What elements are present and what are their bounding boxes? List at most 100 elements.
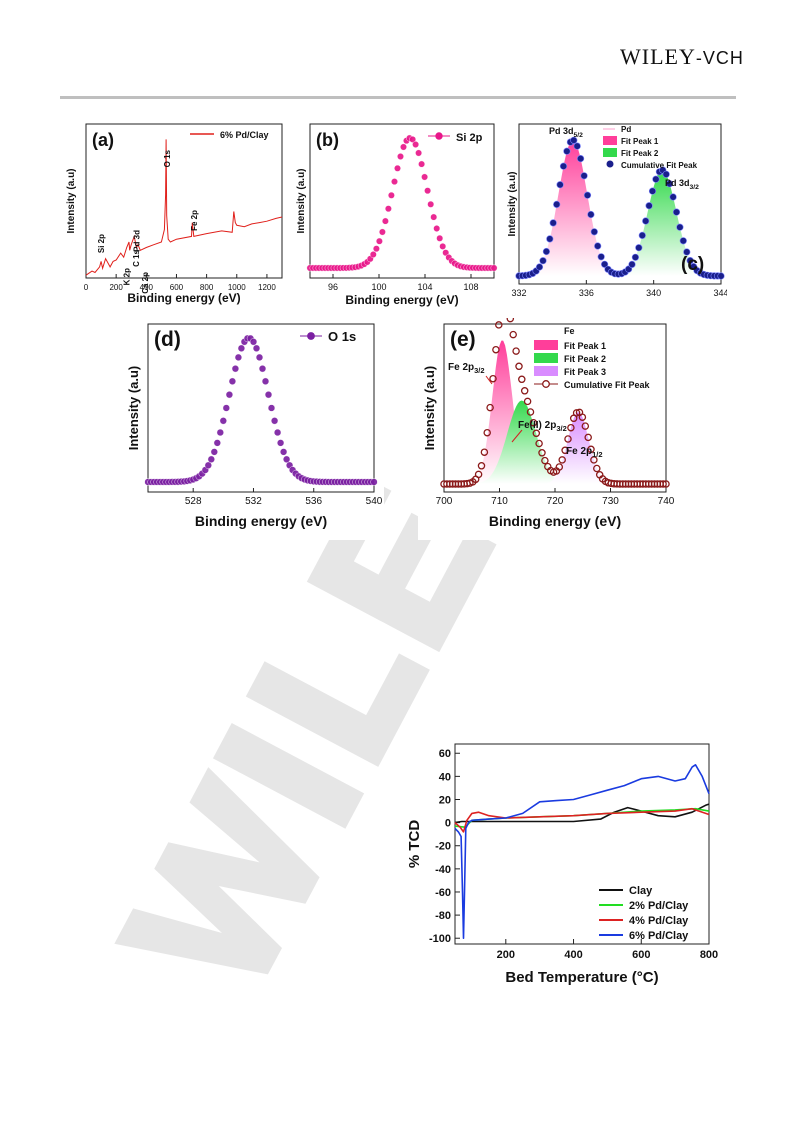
fit-peak-area-1 [444, 340, 666, 484]
fit-peak-area-1 [519, 140, 721, 276]
cumulative-point [669, 193, 677, 201]
data-point [225, 391, 234, 399]
cumulative-point [683, 248, 691, 256]
data-point [255, 353, 264, 362]
cumulative-point [509, 330, 517, 339]
data-point [213, 439, 221, 447]
x-tick-label: 1200 [258, 283, 276, 292]
series-line [454, 803, 710, 824]
cumulative-point [495, 321, 503, 329]
x-tick-label: 400 [564, 949, 582, 961]
x-axis-label: Binding energy (eV) [195, 513, 327, 529]
legend-swatch-dot [307, 332, 315, 340]
chart-a: 0 200 400 600 800 1000 1200 Binding energy (eV)… [66, 123, 283, 305]
data-point [442, 249, 450, 257]
data-point [228, 377, 237, 385]
legend-label: 2% Pd/Clay [629, 900, 689, 912]
brand-logo: WILEY-VCH [620, 44, 744, 70]
legend-swatch-cumulative [542, 380, 550, 388]
data-point [418, 160, 426, 168]
x-axis-label: Binding energy (eV) [345, 293, 458, 307]
legend-swatch-cumulative [606, 160, 614, 168]
cumulative-point [593, 464, 601, 473]
data-point [427, 200, 435, 208]
panel-label: (c) [681, 254, 704, 275]
x-tick-label: 700 [436, 496, 453, 507]
annotation-feii: Fe(II) 2p3/2 [518, 420, 567, 433]
cumulative-point [549, 219, 557, 227]
annotation-fe2p12: Fe 2p1/2 [566, 446, 603, 459]
cumulative-point [594, 242, 602, 250]
cumulative-point [555, 463, 564, 471]
x-tick-label: 740 [658, 496, 675, 507]
x-tick-label: 540 [366, 496, 383, 507]
cumulative-point [542, 247, 551, 256]
panel-label: (d) [154, 328, 181, 351]
annotation-fe2p: Fe 2p [190, 210, 199, 231]
chart-c: 332 336 340 344 Intensity (a.u) (c) Pd Fit Peak… [507, 123, 729, 298]
data-point [274, 428, 282, 437]
cumulative-point [583, 191, 592, 199]
data-point [369, 251, 377, 258]
data-point [267, 404, 276, 412]
cumulative-point [561, 446, 569, 455]
data-point [252, 344, 261, 352]
cumulative-point [474, 470, 483, 479]
y-tick-label: 40 [439, 771, 451, 783]
data-point [415, 149, 423, 157]
x-tick-label: 400 [140, 283, 154, 292]
fit-peak-area-2 [444, 400, 666, 484]
x-axis-label: Bed Temperature (°C) [505, 969, 658, 986]
annotation-c1s: C 1s [132, 249, 141, 266]
data-point [283, 455, 291, 463]
y-tick-label: -100 [429, 933, 451, 945]
data-point [424, 187, 432, 195]
cumulative-point [532, 429, 541, 438]
legend-label: 6% Pd/Clay [220, 130, 269, 140]
plot-frame [454, 743, 710, 945]
data-point [277, 439, 285, 447]
cumulative-point [553, 200, 561, 208]
annotation-pd3d32: Pd 3d3/2 [665, 178, 699, 191]
x-tick-label: 710 [491, 496, 508, 507]
cumulative-point [642, 217, 650, 225]
annotation-si2p: Si 2p [97, 234, 106, 253]
legend-label: Si 2p [456, 132, 483, 144]
data-point [237, 344, 246, 352]
y-axis-label: % TCD [406, 820, 423, 869]
x-axis-label: Binding energy (eV) [489, 513, 621, 529]
cumulative-point [590, 228, 598, 236]
cumulative-point [535, 439, 543, 448]
cumulative-point [506, 314, 515, 323]
chart-b: 96 100 104 108 Binding energy (eV) Intensity … [296, 123, 498, 307]
cumulative-point [477, 462, 486, 470]
data-point [249, 338, 258, 346]
cumulative-point [546, 235, 554, 243]
data-point [373, 245, 380, 253]
legend-label: Fit Peak 1 [621, 137, 659, 146]
panel-b: 96 100 104 108 Binding energy (eV) Intensity … [292, 120, 500, 310]
panel-d: 528 532 536 540 Binding energy (eV) Intensity… [122, 318, 384, 540]
data-point [210, 448, 218, 456]
x-tick-label: 340 [646, 288, 661, 298]
chart-d: 528 532 536 540 Binding energy (eV) Intensity… [126, 323, 383, 529]
panel-label: (b) [316, 130, 339, 150]
x-tick-label: 0 [84, 283, 89, 292]
data-point [204, 461, 212, 469]
cumulative-point [539, 257, 547, 265]
cumulative-point [563, 147, 571, 155]
cumulative-point [584, 433, 592, 442]
plot-frame [85, 123, 283, 279]
cumulative-point [580, 172, 588, 180]
legend-label: Clay [629, 885, 653, 897]
cumulative-point [526, 408, 535, 416]
annotation-pd3d52: Pd 3d5/2 [549, 126, 583, 139]
data-point [409, 135, 417, 143]
panel-label: (e) [450, 328, 476, 351]
cumulative-point [597, 253, 605, 261]
x-tick-label: 532 [245, 496, 262, 507]
cumulative-point [480, 448, 489, 456]
data-point [397, 153, 404, 160]
cumulative-point [492, 345, 500, 354]
